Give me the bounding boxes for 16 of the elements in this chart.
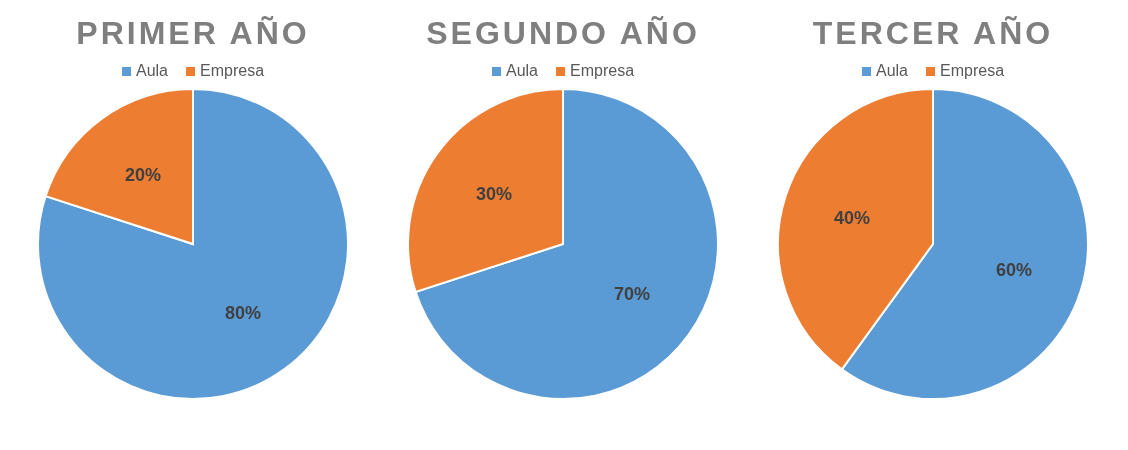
legend-label: Empresa xyxy=(199,62,265,80)
legend-label: Aula xyxy=(504,62,538,80)
data-label: 40% xyxy=(833,207,870,228)
chart-title: PRIMER AÑO xyxy=(75,14,311,53)
legend-label: Empresa xyxy=(569,62,635,80)
pie-slice xyxy=(37,88,349,400)
chart-title: SEGUNDO AÑO xyxy=(425,14,701,53)
legend-label: Aula xyxy=(874,62,908,80)
data-label: 70% xyxy=(613,284,650,305)
data-label: 30% xyxy=(476,183,513,204)
legend-label: Empresa xyxy=(939,62,1005,80)
legend-label: Aula xyxy=(134,62,168,80)
data-label: 60% xyxy=(996,260,1033,281)
chart-title: TERCER AÑO xyxy=(811,14,1055,53)
data-label: 80% xyxy=(225,302,262,323)
data-label: 20% xyxy=(124,165,161,186)
